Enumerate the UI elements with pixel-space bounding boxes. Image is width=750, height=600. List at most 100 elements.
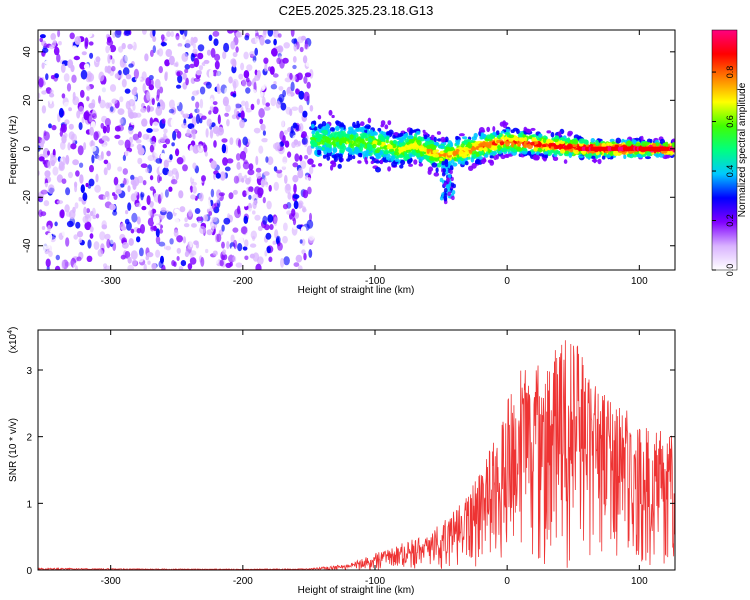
spectrogram-signal-cell	[449, 165, 454, 170]
spectrogram-noise-cell	[266, 246, 271, 254]
spectrogram-noise-cell	[49, 92, 55, 98]
spectrogram-noise-cell	[240, 226, 248, 235]
spectrogram-noise-cell	[137, 147, 145, 156]
spectrogram-noise-cell	[273, 30, 277, 35]
spectrogram-signal-cell	[523, 143, 527, 149]
spectrogram-noise-cell	[219, 259, 224, 267]
spectrogram-noise-cell	[41, 62, 45, 69]
spectrogram-noise-cell	[137, 131, 142, 139]
colorbar-tick-label: 0.6	[725, 115, 735, 128]
spectrogram-signal-cell	[440, 136, 446, 143]
spectrogram-noise-cell	[176, 157, 184, 165]
spectrogram-noise-cell	[193, 240, 199, 245]
spectrogram-noise-cell	[290, 81, 295, 92]
spectrogram-noise-cell	[140, 224, 145, 234]
spectrogram-noise-cell	[42, 245, 47, 252]
spectrogram-noise-cell	[119, 183, 125, 188]
spectrogram-signal-cell	[365, 160, 369, 165]
spectrogram-noise-cell	[233, 239, 238, 250]
spectrogram-noise-cell	[189, 112, 193, 118]
spectrogram-signal-cell	[328, 109, 333, 116]
spectrogram-noise-cell	[228, 76, 233, 84]
spectrogram-signal-cell	[379, 159, 384, 165]
spectrogram-noise-cell	[284, 183, 291, 194]
spectrogram-signal-cell	[664, 154, 669, 159]
spectrogram-signal-cell	[635, 142, 641, 147]
spectrogram-noise-cell	[162, 143, 167, 149]
spectrogram-noise-cell	[66, 220, 74, 228]
spectrogram-noise-cell	[138, 256, 144, 263]
spectrogram-noise-cell	[252, 201, 257, 210]
spectrogram-noise-cell	[262, 30, 267, 39]
spectrogram-signal-cell	[590, 138, 596, 143]
spectrogram-signal-cell	[513, 144, 517, 150]
spectrogram-noise-cell	[208, 34, 213, 41]
spectrogram-signal-cell	[318, 163, 323, 167]
spectrogram-noise-cell	[119, 223, 126, 230]
spectrogram-noise-cell	[197, 44, 205, 52]
spectrogram-signal-cell	[422, 129, 426, 134]
spectrogram-noise-cell	[112, 242, 117, 251]
spectrogram-noise-cell	[249, 243, 257, 248]
spectrogram-noise-cell	[282, 57, 289, 64]
spectrogram-noise-cell	[295, 124, 299, 131]
spectrogram-signal-cell	[330, 164, 334, 171]
spectrogram-noise-cell	[260, 84, 266, 92]
spectrogram-noise-cell	[152, 35, 157, 43]
spectrogram-noise-cell	[304, 72, 312, 78]
spectrogram-noise-cell	[88, 41, 94, 46]
spectrogram-signal-cell	[499, 141, 505, 146]
spectrogram-noise-cell	[162, 167, 170, 176]
spectrogram-noise-cell	[298, 265, 303, 270]
spectrogram-noise-cell	[192, 162, 197, 170]
spectrogram-noise-cell	[196, 108, 200, 114]
spectrogram-noise-cell	[272, 257, 277, 267]
spectrogram-noise-cell	[136, 216, 141, 225]
spectrogram-signal-cell	[505, 141, 510, 147]
spectrogram-signal-cell	[581, 149, 587, 155]
spectrogram-noise-cell	[248, 163, 254, 171]
spectrogram-noise-cell	[209, 105, 214, 113]
spectrogram-noise-cell	[173, 62, 178, 67]
spectrogram-noise-cell	[269, 139, 276, 144]
spectrogram-noise-cell	[225, 262, 232, 268]
spectrogram-signal-cell	[665, 141, 669, 148]
spectrogram-noise-cell	[95, 173, 99, 183]
spectrogram-noise-cell	[199, 225, 206, 235]
spectrogram-signal-cell	[447, 173, 452, 179]
spectrogram-noise-cell	[276, 57, 282, 65]
spectrogram-signal-cell	[550, 131, 555, 138]
spectrogram-noise-cell	[127, 264, 134, 270]
spectrogram-noise-cell	[124, 150, 131, 157]
spectrogram-signal-cell	[610, 151, 614, 157]
spectrogram-noise-cell	[283, 129, 288, 135]
spectrogram-noise-cell	[274, 124, 278, 132]
spectrogram-noise-cell	[232, 103, 236, 110]
spectrogram-noise-cell	[55, 254, 60, 261]
spectrogram-noise-cell	[125, 196, 129, 202]
spectrogram-noise-cell	[38, 209, 43, 218]
spectrogram-signal-cell	[478, 151, 484, 155]
spectrogram-signal-cell	[433, 154, 440, 158]
spectrogram-noise-cell	[286, 93, 292, 103]
spectrogram-noise-cell	[54, 73, 59, 79]
spectrogram-noise-cell	[121, 242, 129, 249]
spectrogram-noise-cell	[276, 163, 282, 171]
spectrogram-noise-cell	[158, 228, 164, 234]
spectrogram-noise-cell	[146, 252, 154, 258]
spectrogram-noise-cell	[245, 177, 251, 185]
spectrogram-noise-cell	[281, 189, 286, 194]
spectrogram-signal-cell	[355, 137, 360, 142]
spectrogram-signal-cell	[486, 126, 491, 133]
spectrogram-signal-cell	[353, 142, 358, 147]
spectrogram-signal-cell	[389, 140, 394, 145]
spectrogram-noise-cell	[233, 107, 238, 117]
spectrogram-noise-cell	[304, 155, 309, 160]
colorbar-gradient	[711, 29, 738, 271]
spectrogram-noise-cell	[42, 122, 46, 130]
spectrogram-noise-cell	[109, 84, 117, 92]
spectrogram-noise-cell	[130, 174, 135, 181]
spectrogram-noise-cell	[115, 249, 122, 257]
spectrogram-signal-cell	[325, 143, 330, 148]
